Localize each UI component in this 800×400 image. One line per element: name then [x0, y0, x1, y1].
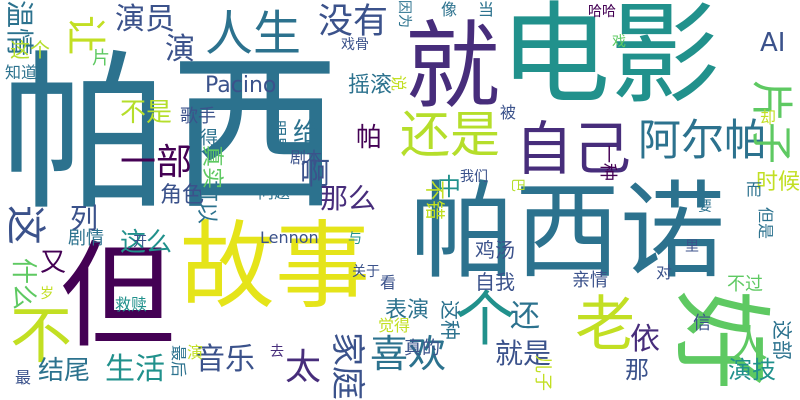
cloud-word: 这种: [438, 300, 462, 340]
cloud-word: 角色: [160, 183, 205, 208]
cloud-word: 生活: [105, 352, 165, 387]
cloud-word: 看: [380, 273, 397, 292]
cloud-word: 当: [478, 0, 495, 19]
cloud-word: 时候: [755, 170, 800, 195]
cloud-word: 巴: [509, 178, 525, 192]
cloud-word: 哈哈: [588, 4, 616, 20]
cloud-word: 岁: [40, 286, 54, 302]
cloud-word: 结尾: [38, 356, 91, 386]
cloud-word: 救赎: [115, 295, 148, 314]
cloud-word: 戏骨: [341, 37, 369, 53]
cloud-word: 依: [630, 322, 660, 357]
cloud-word: 觉得: [378, 316, 411, 335]
cloud-word: 列: [70, 202, 99, 235]
cloud-word: 演: [165, 32, 195, 67]
cloud-word: 电影: [500, 0, 720, 119]
cloud-word: 摇滚: [348, 73, 393, 98]
cloud-word: 帕西: [0, 36, 341, 234]
cloud-word: 故事: [180, 212, 371, 322]
cloud-word: 不是: [120, 98, 173, 128]
cloud-word: 得: [200, 128, 218, 149]
cloud-word: 那: [625, 356, 649, 384]
cloud-word: 还是: [400, 106, 500, 164]
cloud-word: 却: [760, 108, 777, 127]
cloud-word: 太: [285, 347, 322, 388]
cloud-word: 人生: [205, 6, 302, 62]
cloud-word: 就: [405, 12, 501, 122]
cloud-word: 一部: [120, 142, 193, 183]
cloud-word: 什么: [8, 258, 38, 311]
cloud-word: 明星: [269, 120, 288, 153]
cloud-word: 一种: [597, 145, 618, 181]
cloud-word: 中: [437, 173, 461, 201]
cloud-word: AI: [760, 28, 786, 58]
cloud-word: 但: [60, 230, 176, 364]
cloud-word: 没有: [318, 2, 389, 42]
cloud-word: 真的: [404, 338, 440, 359]
cloud-word: 真实: [199, 145, 224, 190]
cloud-word: 又: [40, 248, 67, 278]
cloud-word: 里: [685, 239, 699, 255]
cloud-word: 剧情: [68, 228, 104, 249]
cloud-word: 去: [270, 344, 284, 360]
cloud-word: 演员: [115, 2, 175, 37]
cloud-word: 而: [746, 180, 763, 199]
cloud-word: 儿子: [532, 355, 553, 391]
cloud-word: 不过: [727, 274, 763, 295]
cloud-word: 剧本: [290, 148, 323, 167]
cloud-word: 就是: [495, 337, 552, 370]
cloud-word: 还: [510, 299, 540, 334]
cloud-word: 关于: [352, 264, 380, 280]
cloud-word: 演: [187, 343, 204, 362]
cloud-word: 这么: [120, 228, 173, 258]
cloud-word: 喜欢: [370, 332, 447, 376]
cloud-word: 但是: [756, 207, 775, 240]
cloud-word: 被: [500, 103, 517, 122]
cloud-word: 我们: [460, 169, 488, 185]
cloud-word: 人: [730, 322, 769, 366]
cloud-word: 亲情: [572, 270, 608, 291]
cloud-word: 自己: [515, 115, 632, 183]
cloud-word: Pacino: [205, 73, 277, 98]
cloud-word: 要: [698, 199, 712, 215]
cloud-word: 戏: [612, 34, 626, 50]
cloud-word: 帕: [356, 123, 383, 153]
cloud-word: 片: [92, 48, 110, 69]
cloud-word: 信: [693, 313, 711, 334]
cloud-word: 给: [293, 118, 320, 148]
cloud-word: 这部: [770, 320, 794, 360]
cloud-word: 表演: [385, 298, 430, 323]
cloud-word: 歌手: [180, 106, 216, 127]
cloud-word: 问题: [258, 183, 291, 202]
cloud-word: 与: [348, 231, 362, 247]
cloud-word: Lennon: [260, 228, 319, 247]
cloud-word: 帕西诺: [410, 171, 726, 293]
cloud-word: 家庭: [327, 332, 367, 400]
cloud-word: 开: [133, 234, 147, 250]
cloud-word: 那么: [320, 182, 377, 215]
cloud-word: 对: [656, 263, 673, 282]
cloud-word: 像: [441, 0, 458, 19]
cloud-word: 不: [10, 299, 73, 372]
cloud-word: 最后: [169, 345, 188, 378]
cloud-word: 知道: [5, 63, 38, 82]
cloud-word: 说: [389, 75, 408, 92]
cloud-word: 音乐: [195, 342, 255, 377]
cloud-word: 最: [15, 368, 32, 387]
cloud-word: 老: [575, 290, 635, 360]
cloud-word: 演技: [728, 356, 776, 384]
cloud-word: 不错: [423, 180, 447, 220]
cloud-word: 鸡汤: [475, 238, 515, 262]
cloud-word: 这个: [10, 38, 50, 62]
cloud-word: 因为: [396, 0, 412, 28]
cloud-word: 自我: [475, 270, 515, 294]
cloud-word: 这: [2, 205, 48, 245]
cloud-word: 阿尔帕: [638, 116, 767, 166]
cloud-word: 个: [455, 285, 515, 355]
cloud-word: 啊: [300, 157, 330, 192]
